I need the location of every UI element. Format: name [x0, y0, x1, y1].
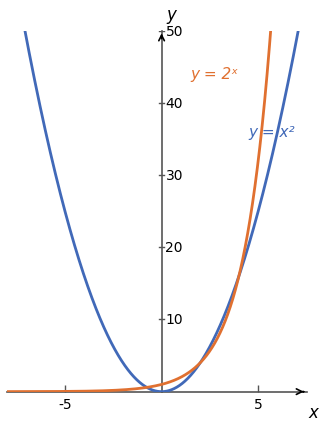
Text: x: x	[308, 403, 318, 421]
Text: 40: 40	[165, 97, 183, 110]
Text: 30: 30	[165, 169, 183, 182]
Text: 10: 10	[165, 313, 183, 327]
Text: y: y	[166, 6, 176, 24]
Text: 50: 50	[165, 24, 183, 38]
Text: y = x²: y = x²	[249, 125, 295, 140]
Text: 20: 20	[165, 241, 183, 255]
Text: y = 2ˣ: y = 2ˣ	[190, 67, 239, 82]
